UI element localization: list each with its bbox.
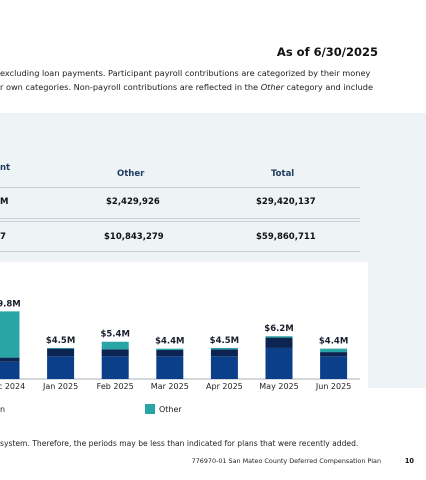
bar-segment: [156, 356, 184, 379]
table-header: Total: [271, 169, 295, 179]
rule: [0, 221, 360, 222]
total-label: $6.2M: [264, 324, 293, 334]
bar-segment: [101, 349, 129, 357]
table-cell: $59,860,711: [256, 232, 316, 242]
bar-segment: [47, 348, 75, 357]
table-header: Other: [117, 169, 145, 179]
bar-segment: [156, 350, 184, 357]
bar-segment: [47, 356, 75, 379]
rule: [0, 218, 360, 219]
total-label: $5.4M: [100, 330, 129, 340]
x-tick-label: May 2025: [259, 382, 298, 391]
x-tick-label: Jun 2025: [315, 382, 351, 391]
table-cell: 7: [0, 232, 6, 242]
total-label: $4.5M: [210, 336, 239, 346]
footer-doc: 776970-01 San Mateo County Deferred Comp…: [191, 457, 381, 465]
bar-segment: [320, 352, 348, 357]
legend-label: Other: [159, 405, 182, 414]
text: Other: [260, 82, 284, 92]
bar-segment: [0, 361, 20, 379]
bar-segment: [0, 311, 20, 358]
footnote: system. Therefore, the periods may be le…: [0, 439, 359, 448]
bar-segment: [320, 348, 348, 353]
table-cell: M: [0, 197, 9, 207]
x-tick-label: Feb 2025: [97, 382, 134, 391]
bar-segment: [210, 347, 238, 350]
x-tick-label: Apr 2025: [206, 382, 243, 391]
table-cell: $2,429,926: [106, 197, 160, 207]
bar-segment: [156, 348, 184, 351]
x-tick-label: Mar 2025: [151, 382, 189, 391]
x-tick-label: Jan 2025: [42, 382, 78, 391]
table-header: nt: [0, 163, 11, 173]
total-label: $4.4M: [319, 337, 348, 347]
bar-segment: [265, 347, 293, 379]
text: r own categories. Non-payroll contributi…: [0, 82, 261, 92]
intro-line: r own categories. Non-payroll contributi…: [0, 82, 373, 92]
bar-segment: [210, 356, 238, 379]
bar-segment: [47, 347, 75, 349]
intro-line: excluding loan payments. Participant pay…: [0, 68, 371, 78]
legend-label: n: [0, 405, 5, 414]
bar-segment: [265, 337, 293, 348]
text: category and include: [283, 82, 373, 92]
bar-segment: [320, 356, 348, 379]
total-label: $4.4M: [155, 337, 184, 347]
x-tick-label: Dec 2024: [0, 382, 25, 391]
legend-swatch: [145, 404, 155, 414]
rule: [0, 187, 360, 188]
bar-segment: [265, 336, 293, 338]
rule: [0, 251, 360, 252]
bar-segment: [101, 341, 129, 350]
table-cell: $29,420,137: [256, 197, 316, 207]
total-label: $4.5M: [46, 336, 75, 346]
chart: $9.8M Dec 2024 $4.5M Jan 2025 $5.4M Feb 2025 $…: [0, 299, 360, 414]
total-label: $9.8M: [0, 299, 21, 309]
bar-segment: [101, 356, 129, 379]
as-of-date: As of 6/30/2025: [276, 45, 378, 59]
table-cell: $10,843,279: [104, 232, 164, 242]
bar-segment: [0, 357, 20, 362]
page-number: 10: [404, 457, 414, 465]
bar-segment: [210, 349, 238, 357]
